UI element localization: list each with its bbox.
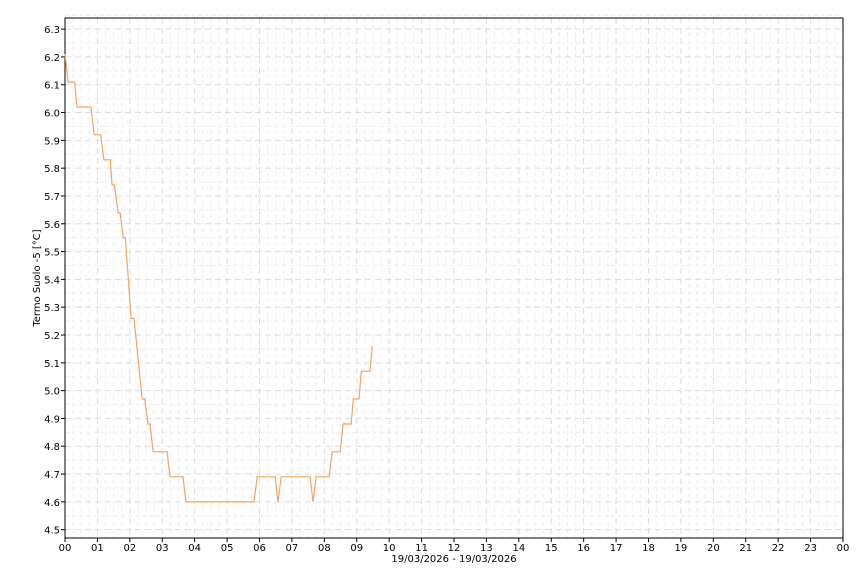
x-tick-label: 16 [577,543,590,554]
x-tick-label: 09 [350,543,363,554]
x-tick-label: 15 [545,543,558,554]
y-tick-label: 5.6 [44,220,60,231]
y-tick-label: 4.9 [44,414,60,425]
x-tick-label: 12 [448,543,461,554]
x-tick-label: 06 [253,543,266,554]
y-tick-label: 4.8 [44,442,60,453]
x-tick-label: 08 [318,543,331,554]
x-axis: 00 01 02 03 04 05 06 07 08 09 10 11 12 13 14 15 16 17 18 19… [59,538,850,554]
x-tick-label: 00 [837,543,850,554]
y-tick-label: 5.7 [44,192,60,203]
series-line [64,54,373,503]
x-tick-label: 23 [804,543,817,554]
y-tick-label: 6.2 [44,53,60,64]
x-tick-label: 18 [642,543,655,554]
y-tick-label: 5.4 [44,275,60,286]
x-tick-label: 13 [480,543,493,554]
y-tick-label: 5.9 [44,136,60,147]
x-tick-label: 04 [188,543,201,554]
x-tick-label: 11 [415,543,428,554]
y-axis-label: Termo Suolo -5 [°C] [32,229,43,327]
y-tick-label: 6.3 [44,25,60,36]
y-tick-label: 4.7 [44,470,60,481]
y-tick-label: 5.2 [44,331,60,342]
x-tick-label: 10 [383,543,396,554]
x-tick-label: 22 [772,543,785,554]
grid [64,14,844,538]
x-tick-label: 21 [739,543,752,554]
series-layer [64,54,373,503]
x-tick-label: 19 [675,543,688,554]
x-tick-label: 14 [512,543,525,554]
x-tick-label: 05 [221,543,234,554]
x-tick-label: 03 [156,543,169,554]
y-tick-label: 6.1 [44,81,60,92]
y-tick-label: 4.5 [44,526,60,537]
y-tick-label: 5.5 [44,248,60,259]
x-tick-label: 07 [286,543,299,554]
x-tick-label: 17 [610,543,623,554]
x-tick-label: 01 [91,543,104,554]
x-tick-label: 02 [123,543,136,554]
y-tick-label: 4.6 [44,498,60,509]
y-tick-label: 5.0 [44,387,60,398]
x-tick-label: 00 [59,543,72,554]
y-tick-label: 5.3 [44,303,60,314]
y-tick-label: 5.1 [44,359,60,370]
x-axis-label: 19/03/2026 - 19/03/2026 [391,554,516,565]
y-tick-label: 6.0 [44,109,60,120]
y-tick-label: 5.8 [44,164,60,175]
y-axis: 4.5 4.6 4.7 4.8 4.9 5.0 5.1 5.2 5.3 5.4 5.5 5.6 5.7 5… [44,25,65,537]
x-tick-label: 20 [707,543,720,554]
